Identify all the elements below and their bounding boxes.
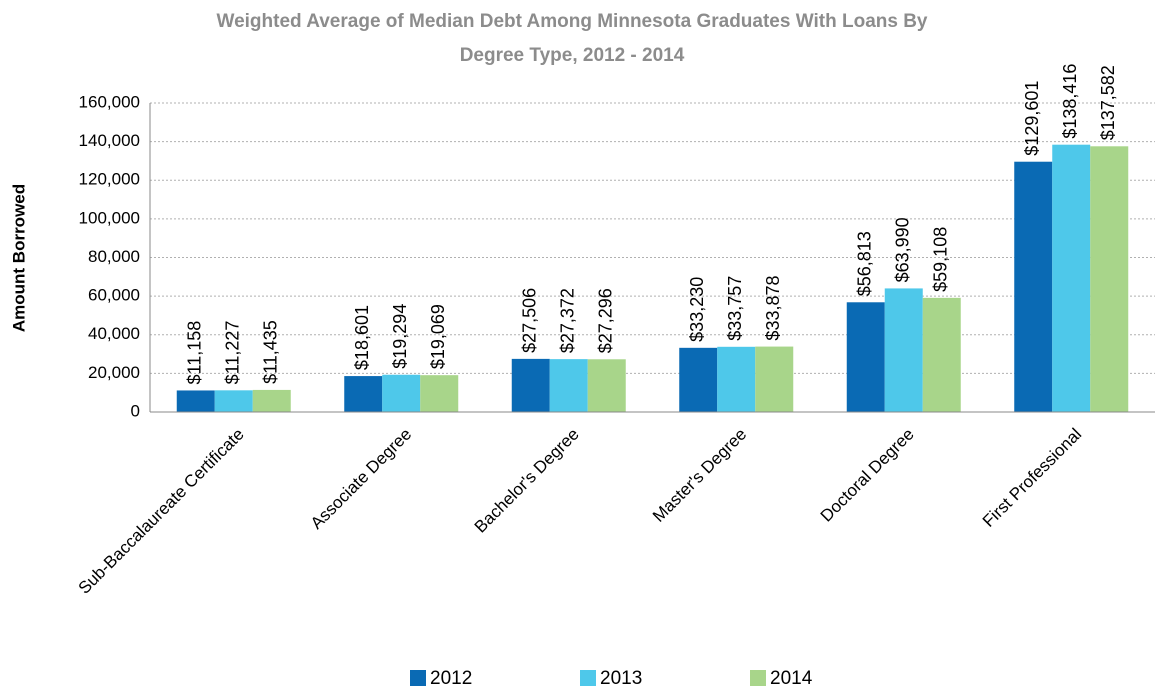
legend-swatch (580, 670, 596, 686)
bar (1052, 144, 1091, 413)
bar (679, 347, 718, 412)
bar (252, 389, 291, 412)
data-label: $18,601 (352, 305, 372, 370)
legend-label: 2014 (770, 668, 813, 689)
x-tick-label: Master's Degree (649, 425, 750, 526)
bar (755, 346, 794, 412)
data-label: $33,878 (763, 275, 783, 340)
x-tick-label: First Professional (979, 425, 1085, 531)
data-label: $138,416 (1060, 64, 1080, 139)
x-tick-label: Bachelor's Degree (471, 425, 583, 537)
bar (176, 390, 215, 412)
bar (884, 288, 923, 412)
data-label: $33,230 (687, 277, 707, 342)
data-label: $59,108 (931, 227, 951, 292)
bar (549, 359, 588, 412)
data-label: $27,506 (520, 288, 540, 353)
chart-title: Degree Type, 2012 - 2014 (460, 45, 685, 66)
data-label: $11,227 (223, 321, 243, 385)
bar (382, 374, 421, 412)
bar (511, 358, 550, 412)
y-tick-label: 100,000 (79, 208, 140, 227)
data-label: $27,372 (558, 288, 578, 353)
x-tick-label: Associate Degree (307, 425, 415, 533)
y-tick-label: 120,000 (79, 170, 140, 189)
bar (717, 346, 756, 412)
bar (420, 375, 459, 412)
y-tick-label: 60,000 (88, 286, 140, 305)
data-label: $63,990 (893, 217, 913, 282)
y-axis-label: Amount Borrowed (9, 184, 28, 332)
y-tick-label: 80,000 (88, 247, 140, 266)
bar (846, 302, 885, 412)
y-tick-label: 140,000 (79, 131, 140, 150)
legend-swatch (750, 670, 766, 686)
data-label: $11,435 (261, 320, 281, 384)
x-tick-label: Doctoral Degree (817, 425, 918, 526)
data-label: $19,069 (428, 304, 448, 369)
bar (587, 359, 626, 412)
bar (1014, 161, 1053, 412)
legend-label: 2012 (430, 668, 472, 689)
data-label: $33,757 (725, 276, 745, 341)
bar (214, 390, 253, 412)
data-label: $27,296 (596, 288, 616, 353)
chart-title: Weighted Average of Median Debt Among Mi… (217, 11, 928, 32)
data-label: $137,582 (1098, 65, 1118, 140)
data-label: $56,813 (855, 231, 875, 296)
y-tick-label: 20,000 (88, 363, 140, 382)
y-tick-label: 40,000 (88, 324, 140, 343)
legend-label: 2013 (600, 668, 642, 689)
bar (344, 376, 383, 412)
x-tick-label: Sub-Baccalaureate Certificate (75, 425, 248, 598)
data-label: $19,294 (390, 304, 410, 369)
y-tick-label: 0 (131, 401, 140, 420)
data-label: $129,601 (1022, 81, 1042, 156)
data-label: $11,158 (185, 321, 205, 385)
bar (922, 297, 961, 412)
bar (1090, 146, 1129, 412)
y-tick-label: 160,000 (79, 92, 140, 111)
legend-swatch (410, 670, 426, 686)
